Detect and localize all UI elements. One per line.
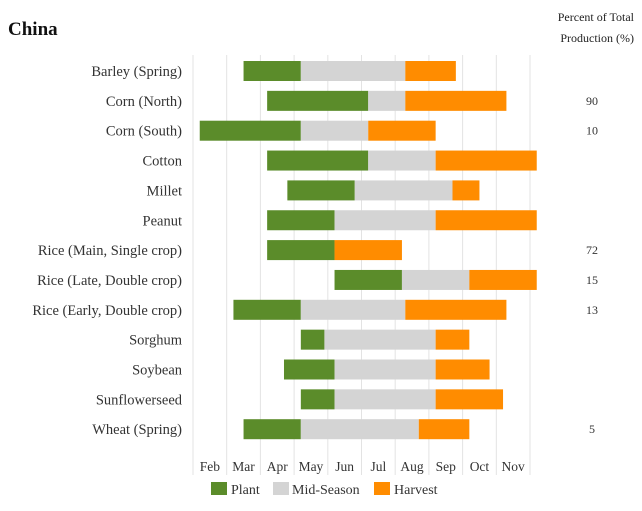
- percent-value: 15: [586, 273, 598, 287]
- crop-label: Rice (Main, Single crop): [38, 243, 182, 259]
- month-tick-label: May: [299, 459, 324, 474]
- plant-bar: [243, 419, 301, 440]
- legend-swatch: [273, 482, 289, 495]
- plant-bar: [300, 329, 325, 350]
- harvest-bar: [452, 180, 480, 201]
- crop-label: Sorghum: [129, 333, 183, 349]
- mid-season-bar: [334, 389, 436, 410]
- crop-label: Rice (Late, Double crop): [37, 273, 182, 289]
- crop-label: Cotton: [143, 154, 183, 170]
- legend: Plant Mid-Season Harvest: [211, 482, 438, 498]
- crop-label: Rice (Early, Double crop): [32, 303, 182, 319]
- month-tick-label: Sep: [436, 459, 457, 474]
- mid-season-bar: [354, 180, 453, 201]
- harvest-bar: [435, 150, 537, 171]
- month-tick-label: Oct: [470, 459, 490, 474]
- harvest-bar: [418, 419, 470, 440]
- month-tick-label: Mar: [232, 459, 255, 474]
- plant-bar: [283, 359, 335, 380]
- plant-bar: [233, 299, 301, 320]
- harvest-bar: [405, 299, 507, 320]
- gridlines: [192, 55, 531, 475]
- percent-header-line2: Production (%): [560, 31, 634, 45]
- crop-label: Peanut: [143, 213, 182, 229]
- plant-bar: [267, 150, 369, 171]
- plant-bar: [243, 61, 301, 81]
- legend-swatch: [211, 482, 227, 495]
- legend-swatch: [374, 482, 390, 495]
- percent-value: 72: [586, 243, 598, 257]
- month-tick-label: Feb: [200, 459, 221, 474]
- plant-bar: [267, 210, 335, 231]
- month-tick-label: Nov: [502, 459, 525, 474]
- harvest-bar: [405, 61, 456, 81]
- month-axis: Feb Mar Apr May Jun Jul Aug Sep Oct Nov: [200, 459, 525, 474]
- harvest-bar: [368, 120, 436, 141]
- plant-bar: [267, 240, 335, 261]
- crop-label: Corn (South): [106, 124, 182, 140]
- harvest-bar: [435, 210, 537, 231]
- crop-label: Sunflowerseed: [96, 392, 183, 408]
- percent-value: 10: [586, 124, 598, 138]
- mid-season-bar: [334, 359, 436, 380]
- percent-header-line1: Percent of Total: [558, 10, 635, 24]
- month-tick-label: Aug: [400, 459, 423, 474]
- percent-value: 13: [586, 303, 598, 317]
- month-tick-label: Jun: [335, 459, 354, 474]
- plant-bar: [300, 389, 335, 410]
- legend-label: Plant: [231, 483, 260, 498]
- crop-label: Soybean: [132, 363, 183, 379]
- crop-label: Corn (North): [106, 94, 182, 110]
- crop-label: Barley (Spring): [91, 64, 182, 80]
- mid-season-bar: [368, 90, 406, 111]
- crop-labels: Barley (Spring) Corn (North) Corn (South) C…: [32, 64, 182, 438]
- mid-season-bar: [368, 150, 436, 171]
- plant-bar: [334, 269, 402, 290]
- crop-label: Wheat (Spring): [92, 422, 182, 438]
- percent-value: 5: [589, 422, 595, 436]
- plant-bar: [267, 90, 369, 111]
- harvest-bar: [334, 240, 402, 261]
- mid-season-bar: [300, 61, 406, 81]
- chart-title: China: [8, 19, 58, 40]
- harvest-bar: [469, 269, 537, 290]
- mid-season-bar: [334, 210, 436, 231]
- crop-label: Millet: [147, 183, 182, 199]
- mid-season-bar: [324, 329, 436, 350]
- harvest-bar: [435, 389, 504, 410]
- mid-season-bar: [300, 419, 419, 440]
- legend-label: Harvest: [394, 483, 438, 498]
- harvest-bar: [405, 90, 507, 111]
- plant-bar: [287, 180, 355, 201]
- month-tick-label: Jul: [370, 459, 386, 474]
- mid-season-bar: [401, 269, 470, 290]
- legend-label: Mid-Season: [292, 483, 360, 498]
- month-tick-label: Apr: [267, 459, 288, 474]
- mid-season-bar: [300, 120, 369, 141]
- percent-column: 90 10 72 15 13 5: [586, 94, 598, 436]
- harvest-bar: [435, 329, 470, 350]
- mid-season-bar: [300, 299, 406, 320]
- bars: [199, 61, 537, 440]
- percent-value: 90: [586, 94, 598, 108]
- harvest-bar: [435, 359, 490, 380]
- plant-bar: [199, 120, 301, 141]
